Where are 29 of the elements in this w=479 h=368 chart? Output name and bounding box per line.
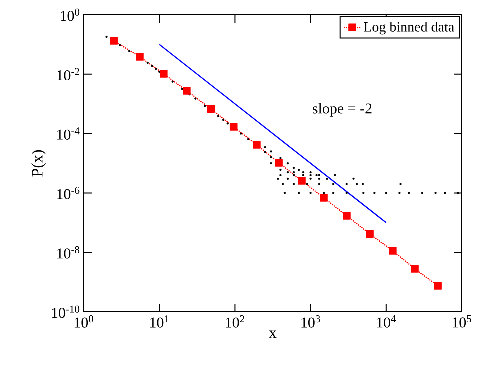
point [230,123,238,131]
y-tick-label: 10$^{-6}$ [58,187,80,200]
y-tick-label: 10$^{-8}$ [58,246,80,259]
legend-label: Log binned data [364,22,454,35]
point [411,265,419,273]
y-axis-title: P(x) [32,150,46,177]
point [207,105,216,113]
y-tick-label: 10$^{0}$ [61,8,80,22]
x-tick-label: 10$^{1}$ [150,316,169,328]
annotation: slope = -2 [313,103,372,117]
point [253,141,261,149]
point [275,159,283,167]
point [343,212,351,220]
point [389,247,397,255]
point [183,87,191,95]
point [160,70,168,78]
x-tick-label: 10$^{3}$ [302,316,320,328]
x-tick-label: 10$^{5}$ [452,316,472,328]
point [298,177,306,185]
x-axis-title: x [269,330,277,338]
point [434,282,442,290]
point [320,194,328,202]
y-tick-label: 10$^{-2}$ [58,68,80,81]
x-tick-label: 10$^{0}$ [74,316,94,328]
x-tick-label: 10$^{2}$ [226,316,244,328]
y-tick-label: 10$^{-10}$ [52,306,80,318]
point [366,230,374,238]
y-tick-label: 10$^{-4}$ [58,128,80,140]
x-tick-label: 10$^{4}$ [377,316,396,328]
